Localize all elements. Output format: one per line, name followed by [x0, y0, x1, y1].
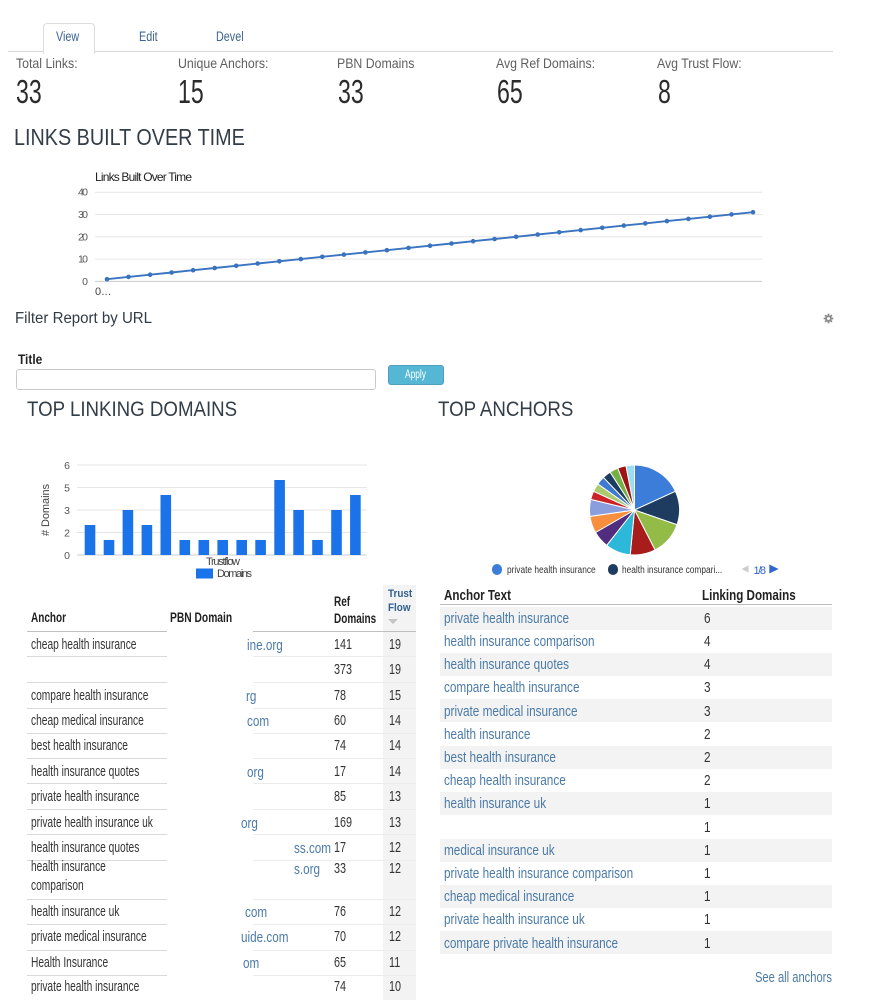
- svg-text:1/8: 1/8: [754, 565, 767, 577]
- svg-text:10: 10: [78, 254, 88, 266]
- svg-text:30: 30: [78, 209, 88, 221]
- svg-text:40: 40: [78, 187, 88, 199]
- svg-text:6: 6: [64, 460, 70, 472]
- svg-text:0: 0: [82, 276, 88, 288]
- svg-text:Domains: Domains: [217, 568, 253, 580]
- svg-text:0: 0: [64, 550, 70, 562]
- svg-text:3: 3: [64, 505, 70, 517]
- svg-text:Trustflow: Trustflow: [206, 556, 240, 568]
- svg-text:# Domains: # Domains: [40, 484, 52, 537]
- svg-text:0...: 0...: [95, 286, 111, 298]
- svg-text:Links Built Over Time: Links Built Over Time: [95, 170, 192, 184]
- svg-text:2: 2: [64, 528, 70, 540]
- svg-text:20: 20: [78, 231, 88, 243]
- svg-text:5: 5: [64, 483, 70, 495]
